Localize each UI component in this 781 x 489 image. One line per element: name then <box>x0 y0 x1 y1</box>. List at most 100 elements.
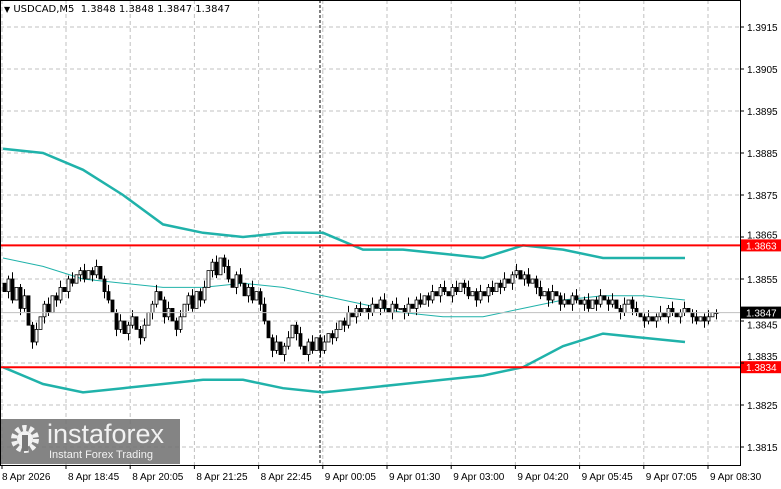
x-tick-label: 9 Apr 00:05 <box>325 472 377 483</box>
x-tick-label: 8 Apr 22:45 <box>261 472 313 483</box>
candle-bear <box>594 299 599 305</box>
candle-bull <box>502 278 507 288</box>
candle-bear <box>566 299 571 305</box>
candle-bear <box>498 282 503 288</box>
candle-bear <box>574 295 579 301</box>
candle-bear <box>350 312 355 318</box>
candle-bear <box>242 282 247 297</box>
candle-bull <box>182 303 187 318</box>
candle-bear <box>670 307 675 313</box>
candle-bull <box>154 291 159 305</box>
x-tick-label: 8 Apr 2026 <box>2 472 51 483</box>
candle-bull <box>530 278 535 284</box>
candle-bear <box>310 341 315 351</box>
candle-bull <box>126 324 131 335</box>
candle-bear <box>650 316 655 322</box>
levels: 1.3863 1.3834 1.3847 <box>0 239 781 374</box>
candle-bull <box>142 324 147 339</box>
candle-bear <box>638 312 643 318</box>
candle-bear <box>330 333 335 339</box>
candle-bull <box>682 307 687 313</box>
candle-bear <box>26 295 31 326</box>
candle-bull <box>146 312 151 326</box>
candle-bull <box>422 295 427 305</box>
candle-bull <box>406 303 411 314</box>
bollinger-upper-line <box>2 147 685 260</box>
candle-bull <box>438 286 443 297</box>
candle-bear <box>226 265 231 280</box>
y-tick-label: 1.3845 <box>747 321 778 332</box>
candle-bull <box>130 316 135 326</box>
candle-bear <box>134 316 139 330</box>
candle-bear <box>278 341 283 355</box>
brand-name: instaforex <box>47 419 165 449</box>
candle-bear <box>642 316 647 322</box>
candle-bear <box>606 299 611 305</box>
candle-bear <box>102 278 107 292</box>
y-tick-label: 1.3915 <box>747 23 778 34</box>
candle-bull <box>78 270 83 276</box>
candle-bull <box>94 265 99 276</box>
candle-bear <box>674 312 679 318</box>
candle-bull <box>194 291 199 309</box>
candle-bull <box>346 312 351 326</box>
candle-bull <box>274 341 279 351</box>
candle-bull <box>334 328 339 339</box>
candle-bull <box>450 286 455 297</box>
y-tick-label: 1.3905 <box>747 65 778 76</box>
candle-bear <box>558 295 563 305</box>
candle-bull <box>206 270 211 288</box>
candle-bull <box>42 303 47 318</box>
x-tick-label: 9 Apr 08:30 <box>710 472 762 483</box>
symbol-info: USDCAD,M5 1.3848 1.3848 1.3847 1.3847 <box>13 4 231 15</box>
candle-bear <box>46 303 51 314</box>
candle-bull <box>178 316 183 330</box>
chart-header: ▼ USDCAD,M5 1.3848 1.3848 1.3847 1.3847 <box>4 4 230 15</box>
candle-bull <box>314 337 319 351</box>
candle-bear <box>298 333 303 347</box>
y-tick-label: 1.3875 <box>747 191 778 202</box>
candle-bear <box>506 278 511 284</box>
candle-bull <box>254 291 259 301</box>
x-tick-label: 8 Apr 18:45 <box>68 472 120 483</box>
candle-bull <box>550 291 555 301</box>
candle-bear <box>294 324 299 335</box>
candle-bull <box>390 303 395 314</box>
bollinger-lower-line <box>2 332 686 394</box>
candle-bear <box>690 312 695 318</box>
candle-bull <box>658 312 663 318</box>
y-tick-label: 1.3885 <box>747 149 778 160</box>
candle-bear <box>238 274 243 284</box>
candle-bear <box>694 316 699 322</box>
candle-bear <box>466 286 471 297</box>
candle-bull <box>398 307 403 310</box>
candle-bear <box>214 261 219 276</box>
triangle-down-icon[interactable]: ▼ <box>4 5 11 14</box>
gear-icon <box>11 425 39 453</box>
candle-bear <box>382 299 387 309</box>
candle-bear <box>162 299 167 318</box>
candle-bull <box>514 270 519 276</box>
x-tick-label: 9 Apr 03:00 <box>453 472 505 483</box>
candle-bear <box>490 286 495 292</box>
bollinger-middle-line <box>2 257 686 318</box>
candle-bear <box>554 291 559 297</box>
candle-bull <box>186 295 191 305</box>
candle-bear <box>538 286 543 297</box>
candle-bear <box>98 265 103 280</box>
candle-bull <box>74 274 79 284</box>
candle-bear <box>686 307 691 313</box>
candle-bull <box>202 286 207 301</box>
candle-bear <box>394 303 399 309</box>
candle-bear <box>454 286 459 292</box>
candle-bear <box>170 307 175 322</box>
candle-bull <box>430 291 435 301</box>
plot-frame <box>0 0 741 466</box>
candle-bear <box>122 320 127 334</box>
candle-bull <box>706 316 711 322</box>
candle-bull <box>306 341 311 355</box>
candle-bear <box>222 257 227 267</box>
candle-bull <box>150 303 155 314</box>
